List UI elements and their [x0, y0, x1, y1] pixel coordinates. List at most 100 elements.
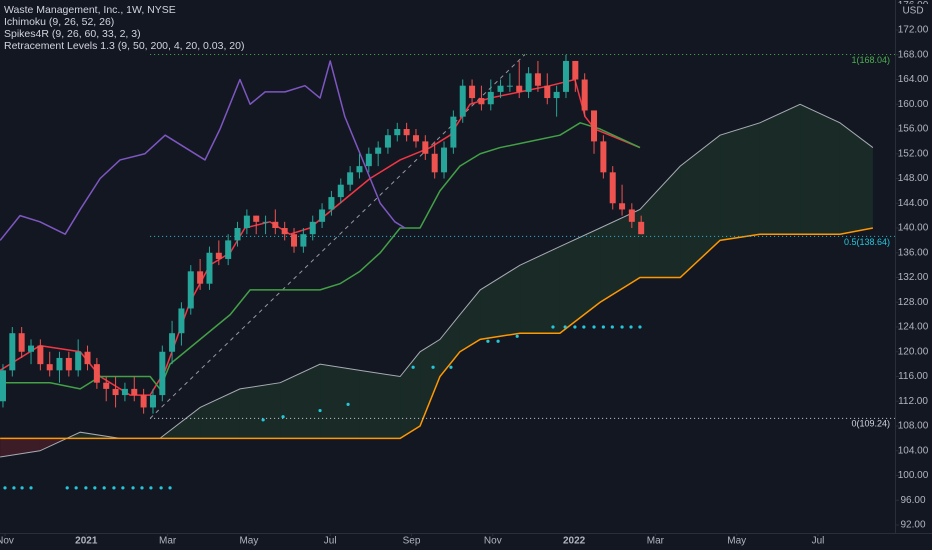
candle-body	[525, 73, 532, 92]
spike-dot	[551, 325, 555, 329]
y-tick-label: 120.00	[898, 346, 929, 357]
candle-body	[347, 172, 354, 185]
spike-dot	[93, 486, 97, 490]
candle-body	[187, 271, 194, 309]
spike-dot	[620, 325, 624, 329]
candle-body	[121, 388, 128, 396]
cloud-fill	[839, 122, 873, 235]
cloud-fill	[280, 364, 321, 439]
y-tick-label: 168.00	[898, 49, 929, 60]
leading-span-b	[0, 227, 874, 440]
indicator-line	[0, 122, 641, 390]
candle-body	[487, 91, 494, 105]
spike-dot	[411, 365, 415, 369]
indicator-line	[0, 60, 406, 241]
symbol-title: Waste Management, Inc., 1W, NYSE	[4, 4, 176, 16]
spike-dot	[629, 325, 633, 329]
y-tick-label: 112.00	[898, 396, 928, 407]
candle-body	[469, 85, 476, 99]
spike-dot	[496, 339, 500, 343]
candle-body	[243, 215, 250, 229]
candle-body	[497, 85, 504, 92]
indicator-label: Spikes4R (9, 26, 60, 33, 2, 3)	[4, 28, 141, 40]
spike-dot	[121, 486, 125, 490]
candle-body	[112, 388, 119, 396]
y-tick-label: 96.00	[900, 495, 925, 506]
candle-body	[0, 370, 6, 402]
spike-dot	[84, 486, 88, 490]
candle-body	[131, 388, 138, 396]
cloud-fill	[600, 209, 640, 303]
y-tick-label: 100.00	[898, 470, 929, 481]
candle-body	[394, 129, 401, 136]
y-tick-label: 140.00	[898, 223, 929, 234]
x-tick-label: Nov	[0, 536, 14, 547]
spike-dot	[486, 339, 490, 343]
spike-dot	[149, 486, 153, 490]
x-tick-label: Jul	[812, 536, 825, 547]
y-tick-label: 108.00	[898, 421, 929, 432]
x-tick-label: May	[239, 536, 258, 547]
y-tick-label: 132.00	[898, 272, 929, 283]
candle-body	[93, 364, 100, 383]
spike-dot	[12, 486, 16, 490]
indicator-label: Retracement Levels 1.3 (9, 50, 200, 4, 2…	[4, 40, 244, 52]
candle-body	[328, 197, 335, 210]
cloud-fill	[800, 104, 840, 235]
x-tick-label: Jul	[324, 536, 337, 547]
cloud-fill	[420, 339, 440, 427]
candle-body	[638, 221, 645, 235]
candle-body	[140, 395, 147, 408]
spike-dot	[573, 325, 577, 329]
candle-body	[46, 364, 53, 371]
y-tick-label: 136.00	[898, 247, 929, 258]
candle-body	[9, 333, 16, 371]
candle-body	[253, 215, 260, 222]
candle-body	[178, 308, 185, 334]
candle-body	[356, 166, 363, 173]
spike-dot	[601, 325, 605, 329]
candle-body	[309, 221, 316, 235]
retracement-label: 1(168.04)	[851, 55, 890, 65]
candle-body	[553, 91, 560, 99]
spike-dot	[140, 486, 144, 490]
cloud-fill	[400, 351, 421, 439]
x-tick-label: May	[727, 536, 746, 547]
y-tick-label: 92.00	[900, 520, 925, 531]
spike-dot	[20, 486, 24, 490]
candle-body	[169, 333, 176, 352]
candle-body	[197, 271, 204, 284]
currency: USD	[902, 6, 923, 17]
candle-body	[206, 252, 213, 284]
candle-body	[65, 357, 72, 371]
candle-body	[619, 203, 626, 210]
candle-body	[441, 147, 448, 173]
cloud-fill	[559, 228, 601, 334]
candle-body	[272, 221, 279, 229]
y-tick-label: 164.00	[898, 74, 929, 85]
x-tick-label: 2021	[75, 536, 98, 547]
spike-dot	[74, 486, 78, 490]
retracement-label: 0(109.24)	[851, 419, 890, 429]
candle-body	[225, 240, 232, 259]
candle-body	[628, 209, 635, 222]
candle-body	[384, 135, 391, 148]
spike-dot	[563, 325, 567, 329]
x-tick-label: 2022	[563, 536, 586, 547]
spike-dot	[281, 415, 285, 419]
cloud-fill	[680, 135, 721, 278]
candle-body	[478, 98, 485, 105]
spike-dot	[638, 325, 642, 329]
y-tick-label: 152.00	[898, 148, 929, 159]
x-tick-label: Sep	[403, 536, 421, 547]
cloud-fill	[359, 370, 401, 439]
candle-body	[149, 395, 156, 408]
candle-body	[365, 153, 372, 167]
cloud-fill	[639, 166, 681, 278]
candle-body	[262, 221, 269, 223]
spike-dot	[431, 365, 435, 369]
x-tick-label: Mar	[647, 536, 665, 547]
